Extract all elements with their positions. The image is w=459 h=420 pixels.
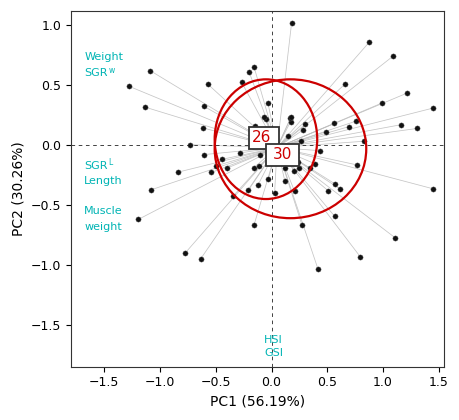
Point — [260, 113, 267, 120]
Text: SGR: SGR — [84, 160, 107, 171]
Point — [352, 118, 359, 124]
Point — [290, 188, 297, 194]
Point — [290, 168, 297, 174]
Point — [330, 120, 337, 127]
Point — [276, 155, 283, 162]
Text: Weight: Weight — [84, 52, 123, 62]
Point — [181, 249, 189, 256]
Text: Muscle: Muscle — [84, 206, 123, 216]
Point — [286, 115, 293, 122]
Text: 30: 30 — [272, 147, 292, 162]
Point — [336, 186, 343, 193]
Point — [353, 162, 360, 168]
Y-axis label: PC2 (30.26%): PC2 (30.26%) — [11, 142, 25, 236]
Text: w: w — [108, 66, 114, 75]
Point — [250, 64, 257, 71]
Text: 26: 26 — [252, 130, 271, 145]
Bar — [265, 144, 299, 165]
Point — [207, 169, 214, 176]
Point — [298, 222, 305, 228]
Point — [255, 163, 263, 170]
Point — [270, 189, 278, 196]
Text: L: L — [108, 158, 112, 167]
Point — [254, 181, 261, 188]
Point — [306, 165, 313, 172]
Point — [186, 142, 193, 148]
Point — [134, 216, 142, 223]
Point — [321, 129, 329, 135]
Point — [271, 151, 279, 158]
Point — [250, 164, 257, 171]
Bar — [249, 127, 279, 149]
Point — [125, 83, 133, 90]
Point — [316, 147, 323, 154]
Point — [196, 256, 204, 262]
Text: weight: weight — [84, 222, 122, 231]
Point — [331, 181, 338, 188]
Point — [330, 213, 337, 220]
Point — [356, 253, 363, 260]
Point — [264, 176, 271, 183]
Point — [340, 81, 347, 88]
Point — [310, 160, 318, 167]
Point — [229, 193, 236, 199]
Point — [212, 163, 219, 169]
Point — [397, 121, 404, 128]
Point — [256, 151, 263, 158]
Point — [244, 187, 252, 194]
Point — [284, 133, 291, 139]
Point — [223, 165, 230, 171]
Point — [299, 126, 306, 133]
Point — [413, 125, 420, 132]
Point — [295, 164, 302, 171]
Point — [294, 159, 301, 166]
Point — [199, 125, 207, 131]
Point — [200, 151, 207, 158]
Text: SGR: SGR — [84, 68, 107, 79]
Point — [251, 123, 258, 130]
X-axis label: PC1 (56.19%): PC1 (56.19%) — [210, 395, 304, 409]
Point — [203, 81, 211, 87]
Point — [287, 113, 295, 120]
Point — [250, 221, 257, 228]
Point — [146, 186, 154, 193]
Point — [287, 20, 295, 26]
Point — [429, 105, 436, 111]
Point — [285, 147, 293, 153]
Text: GSI: GSI — [263, 349, 283, 358]
Point — [390, 234, 397, 241]
Point — [344, 123, 352, 130]
Point — [236, 150, 243, 156]
Point — [403, 89, 410, 96]
Point — [324, 187, 331, 194]
Point — [140, 104, 148, 110]
Point — [429, 186, 436, 192]
Point — [237, 79, 245, 86]
Point — [280, 177, 288, 184]
Point — [200, 103, 207, 110]
Point — [281, 164, 288, 171]
Point — [146, 67, 154, 74]
Text: Length: Length — [84, 176, 123, 186]
Point — [297, 138, 304, 144]
Point — [262, 116, 269, 122]
Point — [245, 68, 252, 75]
Point — [364, 39, 372, 46]
Point — [264, 100, 271, 107]
Point — [377, 100, 385, 106]
Point — [388, 53, 396, 60]
Point — [313, 265, 321, 272]
Text: HSI: HSI — [264, 335, 282, 345]
Point — [218, 156, 225, 163]
Point — [301, 121, 308, 128]
Point — [174, 169, 181, 176]
Point — [286, 118, 294, 125]
Point — [274, 154, 282, 161]
Point — [360, 138, 367, 144]
Point — [249, 142, 256, 149]
Point — [278, 142, 285, 149]
